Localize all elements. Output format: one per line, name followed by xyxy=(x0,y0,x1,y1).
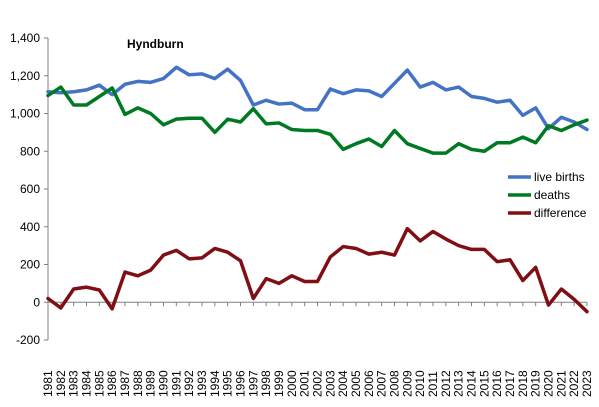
x-tick-label: 1992 xyxy=(182,370,196,397)
x-tick-label: 2005 xyxy=(349,370,363,397)
x-tick-label: 2020 xyxy=(542,370,556,397)
x-tick-label: 2021 xyxy=(554,370,568,397)
x-tick-label: 1999 xyxy=(272,370,286,397)
x-tick-label: 2013 xyxy=(452,370,466,397)
y-axis: 1,400 1,200 1,000 800 600 400 200 0 -200 xyxy=(10,31,49,347)
series-line-live-births xyxy=(46,65,589,132)
x-tick-label: 2019 xyxy=(529,370,543,397)
x-tick-label: 1990 xyxy=(157,370,171,397)
y-tick-label: 1,000 xyxy=(10,107,40,121)
x-tick-label: 2016 xyxy=(490,370,504,397)
x-tick-label: 2014 xyxy=(465,370,479,397)
x-tick-label: 1988 xyxy=(131,370,145,397)
x-tick-label: 2009 xyxy=(400,370,414,397)
y-tick-label: 600 xyxy=(20,182,40,196)
x-tick-label: 1989 xyxy=(144,370,158,397)
x-tick-label: 2010 xyxy=(413,370,427,397)
legend-label: deaths xyxy=(534,188,570,202)
x-tick-label: 2004 xyxy=(336,370,350,397)
x-tick-label: 2003 xyxy=(323,370,337,397)
chart-title: Hyndburn xyxy=(127,37,184,51)
x-tick-label: 1993 xyxy=(195,370,209,397)
legend-label: live births xyxy=(534,170,585,184)
x-tick-label: 2011 xyxy=(426,371,440,397)
x-tick-label: 1985 xyxy=(92,370,106,397)
y-tick-label: -200 xyxy=(16,333,40,347)
x-tick-label: 2008 xyxy=(388,370,402,397)
x-tick-label: 1997 xyxy=(246,370,260,397)
y-tick-label: 1,200 xyxy=(10,69,40,83)
x-tick-label: 1996 xyxy=(234,370,248,397)
x-tick-label: 2001 xyxy=(298,370,312,397)
series-line-deaths xyxy=(46,85,589,155)
series-lines xyxy=(46,65,589,314)
x-tick-label: 1981 xyxy=(41,370,55,397)
y-tick-label: 400 xyxy=(20,220,40,234)
x-tick-label: 2018 xyxy=(516,370,530,397)
x-tick-label: 1986 xyxy=(105,370,119,397)
x-tick-label: 1995 xyxy=(221,370,235,397)
x-tick-label: 1984 xyxy=(80,370,94,397)
x-axis: 1981198219831984198519861987198819891990… xyxy=(41,301,594,397)
x-tick-label: 1982 xyxy=(54,370,68,397)
x-tick-label: 2002 xyxy=(311,370,325,397)
x-tick-label: 1987 xyxy=(118,370,132,397)
y-tick-label: 1,400 xyxy=(10,31,40,45)
x-tick-label: 2022 xyxy=(567,370,581,397)
y-tick-label: 200 xyxy=(20,258,40,272)
x-tick-label: 2006 xyxy=(362,370,376,397)
x-tick-label: 2015 xyxy=(477,370,491,397)
x-tick-label: 2012 xyxy=(439,370,453,397)
x-tick-label: 2007 xyxy=(375,370,389,397)
series-line-difference xyxy=(46,226,589,314)
legend: live births deaths difference xyxy=(508,170,587,220)
x-tick-label: 1994 xyxy=(208,370,222,397)
x-tick-label: 2017 xyxy=(503,370,517,397)
legend-label: difference xyxy=(534,206,587,220)
x-tick-label: 1991 xyxy=(169,370,183,397)
x-tick-label: 2023 xyxy=(580,370,594,397)
x-tick-label: 1998 xyxy=(259,370,273,397)
y-tick-label: 0 xyxy=(33,295,40,309)
y-tick-label: 800 xyxy=(20,144,40,158)
x-tick-label: 1983 xyxy=(67,370,81,397)
x-tick-label: 2000 xyxy=(285,370,299,397)
